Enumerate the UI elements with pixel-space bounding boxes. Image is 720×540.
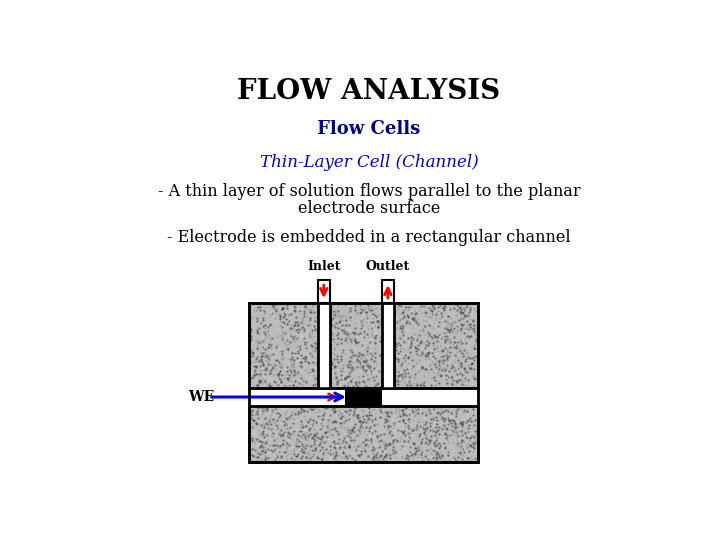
Text: - Electrode is embedded in a rectangular channel: - Electrode is embedded in a rectangular… — [167, 229, 571, 246]
Bar — [249, 303, 478, 388]
Bar — [318, 303, 330, 388]
Text: Flow Cells: Flow Cells — [318, 120, 420, 138]
Bar — [249, 303, 478, 388]
Bar — [249, 406, 478, 462]
Text: Thin-Layer Cell (Channel): Thin-Layer Cell (Channel) — [260, 154, 478, 171]
Text: electrode surface: electrode surface — [298, 200, 440, 217]
Text: Inlet: Inlet — [307, 260, 341, 273]
Bar — [318, 280, 330, 303]
Bar — [249, 388, 478, 406]
Text: WE: WE — [188, 390, 214, 404]
Bar — [382, 280, 394, 303]
Text: Outlet: Outlet — [366, 260, 410, 273]
Bar — [382, 303, 394, 388]
Bar — [249, 303, 478, 462]
Text: FLOW ANALYSIS: FLOW ANALYSIS — [238, 78, 500, 105]
Bar — [345, 388, 382, 406]
Text: - A thin layer of solution flows parallel to the planar: - A thin layer of solution flows paralle… — [158, 183, 580, 200]
Bar — [249, 406, 478, 462]
